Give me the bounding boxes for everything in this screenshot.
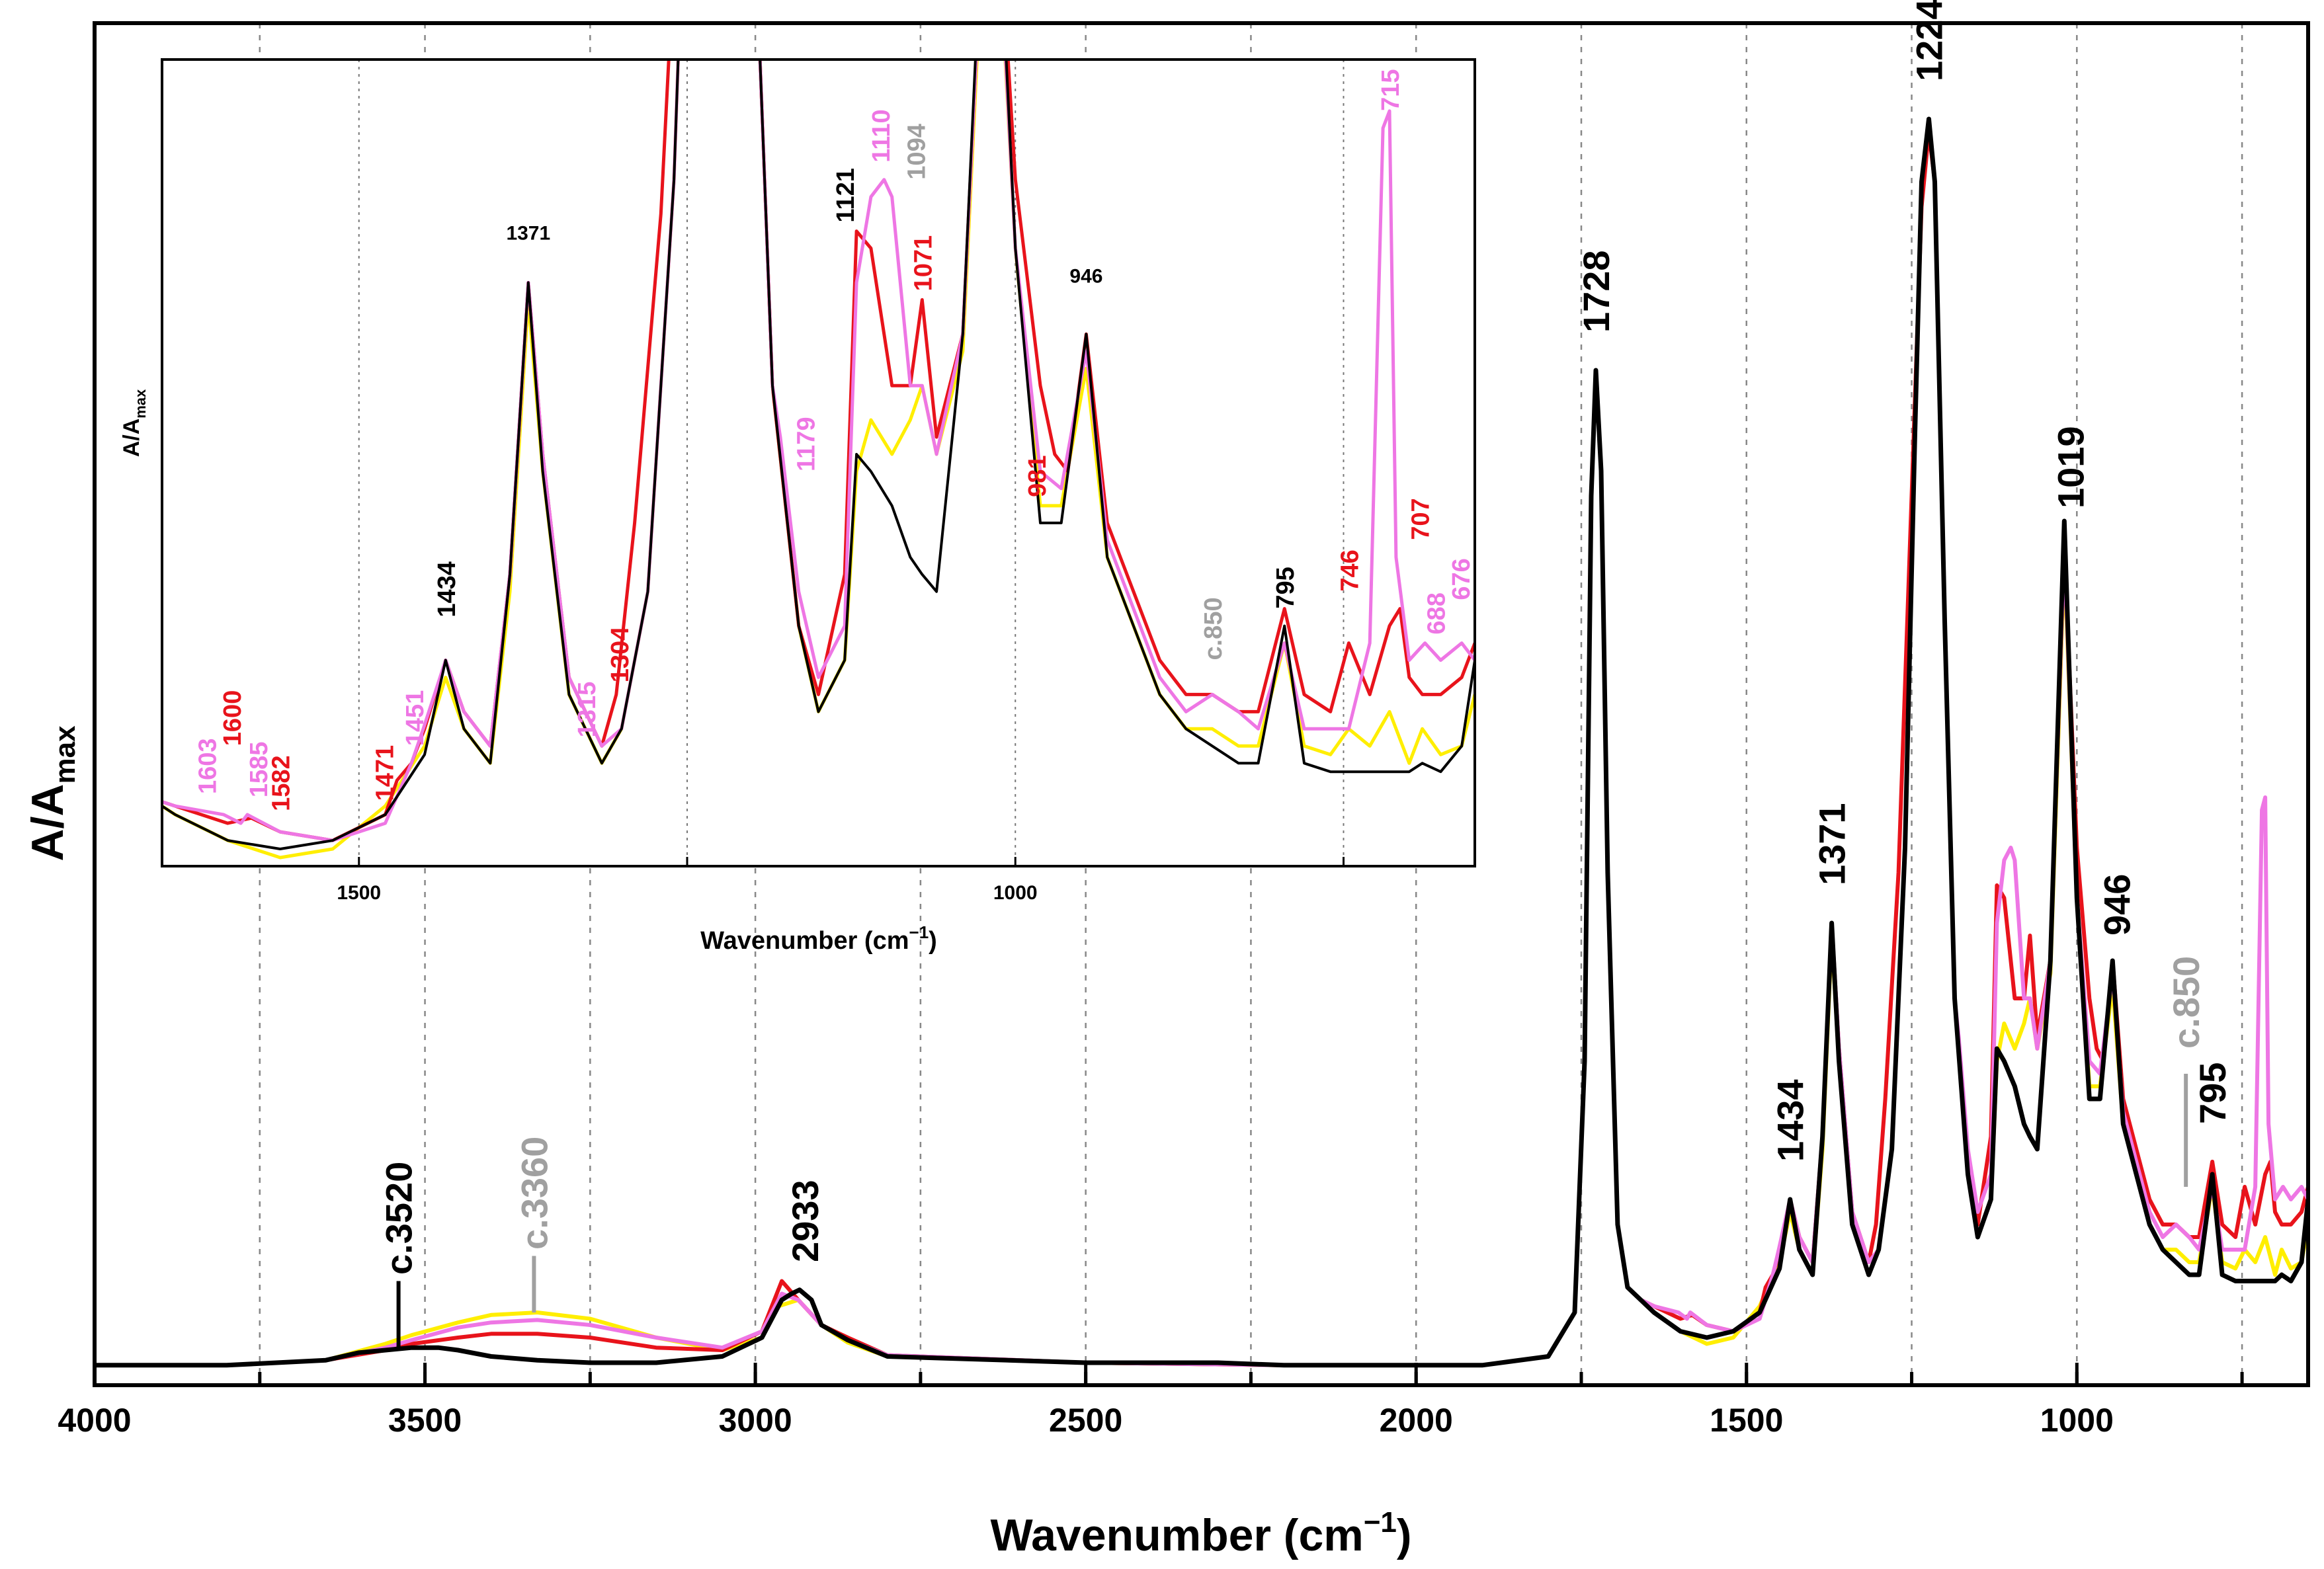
peak-label: 1434 [1770,1079,1811,1162]
inset-tick-label: 1000 [993,882,1038,904]
series-line-black [95,116,2308,1368]
peak-label: c.3520 [378,1162,420,1275]
inset-peak-label: 795 [1272,567,1300,608]
inset-series-group [162,60,1475,860]
inset-peak-label: 1304 [606,627,634,683]
main-tick-label: 4000 [58,1402,131,1439]
inset-peak-label: 746 [1336,549,1364,591]
inset-peak-label: 715 [1377,69,1405,110]
peak-label: 1224 [1909,0,1950,81]
peak-label: c.3360 [513,1137,555,1250]
peak-label: c.850 [2165,956,2207,1049]
inset-peak-label: 707 [1407,498,1435,540]
inset-peak-label: 1071 [909,235,937,292]
main-tick-label: 2000 [1380,1402,1453,1439]
main-tick-label: 2500 [1049,1402,1122,1439]
main-x-axis-title: Wavenumber (cm−1) [990,1506,1411,1560]
inset-peak-label: 1371 [506,223,550,245]
peak-label: 1019 [2050,426,2091,508]
main-tick-label: 3500 [388,1402,462,1439]
main-tick-label: 3000 [718,1402,792,1439]
inset-plot-frame [161,58,1476,867]
inset-series-line-pink [162,60,1475,842]
inset-peak-label: c.850 [1200,597,1227,660]
inset-peak-label: 676 [1448,558,1475,600]
inset-peak-label: 1603 [194,738,222,794]
inset-peak-label: 1585 [245,742,273,798]
inset-peak-label: 946 [1069,265,1102,287]
peak-label: 946 [2096,874,2137,936]
peak-label: 1371 [1811,803,1853,885]
inset-tick-label: 1500 [337,882,381,904]
inset-peak-label: 1179 [793,417,821,471]
peak-label: 795 [2192,1063,2233,1124]
main-tick-label: 1000 [2040,1402,2114,1439]
inset-peak-label: 1471 [371,745,399,801]
main-x-axis-ticks: 4000 3500 3000 2500 2000 1500 1000 [58,1363,2244,1439]
inset-peak-label: 688 [1423,592,1450,634]
inset-peak-label: 981 [1024,456,1052,497]
inset-y-axis-title: A/Amax [119,389,149,457]
inset-peak-label: 1451 [401,690,429,746]
inset-peak-label: 1600 [219,690,247,746]
inset-peak-label: 1094 [903,124,931,180]
main-tick-label: 1500 [1710,1402,1783,1439]
main-peak-labels: c.3520 c.3360 2933 1728 1434 1371 1224 1019 946 c… [378,0,2233,1350]
inset-x-axis-title: Wavenumber (cm−1) [700,922,937,955]
inset-peak-label: 1315 [573,682,601,738]
main-series-group [95,116,2308,1368]
main-plot-frame [93,21,2310,1387]
inset-series-line-black [162,60,1475,850]
inset-peak-label: 1110 [868,109,895,162]
inset-peak-label: 1121 [832,168,860,222]
peak-label: 1728 [1575,250,1617,333]
inset-peak-label: 1582 [268,755,296,811]
peak-label: 2933 [784,1180,826,1262]
inset-x-axis-ticks: 1500 1000 [337,857,1345,904]
inset-background [162,60,1475,866]
main-y-axis-title: A/Amax [22,725,81,862]
inset-peak-label: 1434 [433,561,461,618]
